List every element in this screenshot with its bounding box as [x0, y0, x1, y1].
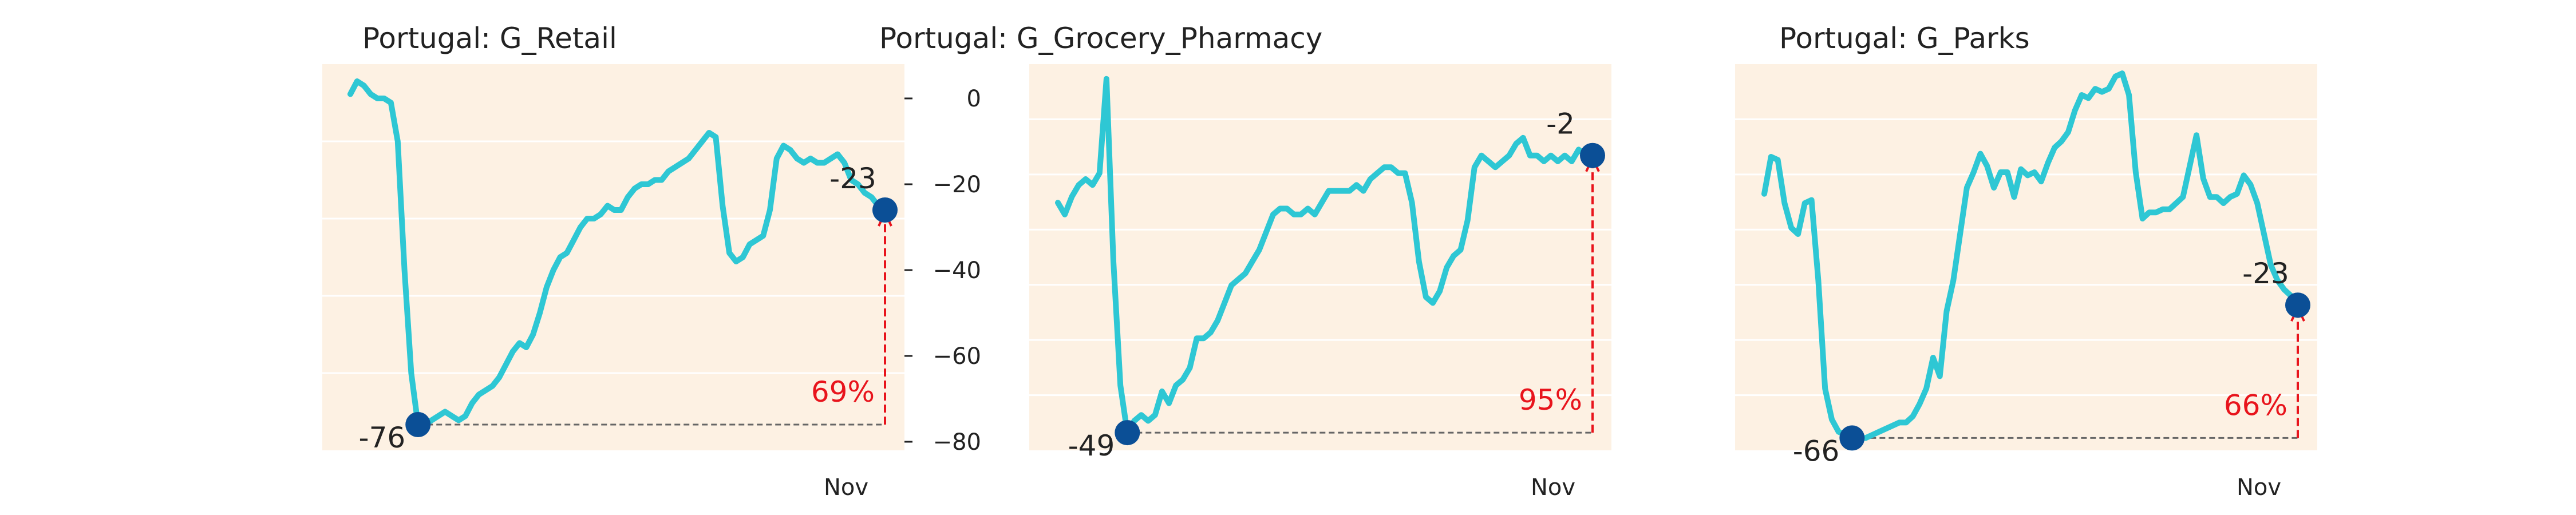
panel-retail: Portugal: G_Retail -76 -23 69% Nov 0 −20… [322, 22, 981, 501]
series-line-retail [347, 78, 888, 427]
chart-title-retail: Portugal: G_Retail [362, 22, 617, 55]
plot-area-parks [1735, 64, 2317, 450]
end-point-grocery-pharmacy [1580, 142, 1605, 168]
min-point-retail [405, 412, 431, 437]
series-line-grocery-pharmacy [1055, 76, 1595, 436]
recovery-percent-parks: 66% [2224, 389, 2287, 422]
x-tick-nov-parks: Nov [2237, 474, 2281, 501]
min-value-label-grocery-pharmacy: -49 [1068, 429, 1115, 462]
panel-grocery-pharmacy: Portugal: G_Grocery_Pharmacy -49 -2 95% … [879, 22, 1611, 501]
y-tick-label-minus-80: −80 [933, 429, 981, 455]
end-value-label-retail: -23 [829, 162, 876, 195]
gridlines-retail [322, 140, 904, 374]
plot-area-grocery-pharmacy [1029, 64, 1611, 450]
plot-area-retail [322, 64, 904, 450]
y-tick-label-minus-40: −40 [933, 258, 981, 284]
end-value-label-parks: -23 [2242, 257, 2289, 290]
min-value-label-parks: -66 [1793, 434, 1840, 468]
chart-title-grocery-pharmacy: Portugal: G_Grocery_Pharmacy [879, 22, 1322, 55]
y-axis: 0 −20 −40 −60 −80 [904, 86, 981, 455]
end-point-parks [2285, 292, 2310, 318]
recovery-percent-retail: 69% [811, 375, 875, 409]
min-point-parks [1839, 425, 1865, 451]
y-tick-label-minus-20: −20 [933, 172, 981, 198]
end-point-retail [872, 197, 898, 223]
gridlines-grocery-pharmacy [1029, 118, 1611, 397]
panel-parks: Portugal: G_Parks -66 -23 66% Nov [1735, 22, 2317, 501]
chart-title-parks: Portugal: G_Parks [1779, 22, 2030, 55]
min-point-grocery-pharmacy [1115, 420, 1140, 446]
end-value-label-grocery-pharmacy: -2 [1546, 108, 1575, 141]
recovery-percent-grocery-pharmacy: 95% [1519, 383, 1582, 417]
y-tick-label-0: 0 [967, 86, 981, 112]
min-value-label-retail: -76 [359, 421, 406, 454]
x-tick-nov-retail: Nov [824, 474, 868, 501]
y-tick-label-minus-60: −60 [933, 343, 981, 370]
x-tick-nov-grocery-pharmacy: Nov [1531, 474, 1575, 501]
